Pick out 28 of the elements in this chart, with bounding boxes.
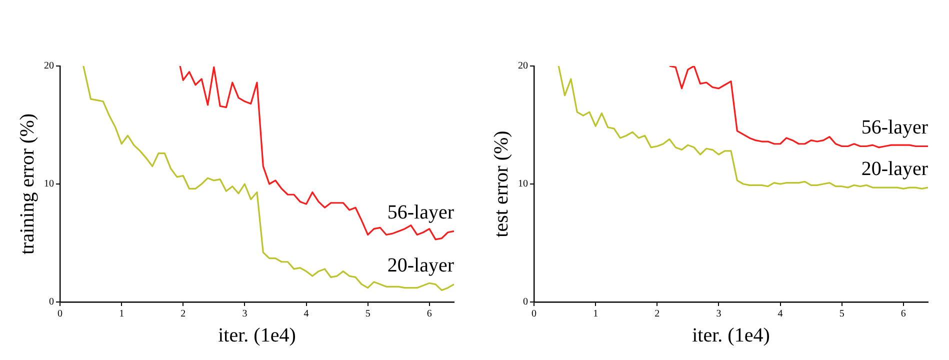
x-tick-label: 6: [900, 308, 906, 320]
x-tick-label: 5: [839, 308, 844, 320]
y-axis-title: test error (%): [490, 130, 512, 238]
y-tick-label: 10: [518, 178, 528, 190]
x-tick-label: 4: [778, 308, 783, 320]
x-tick-label: 2: [180, 308, 186, 320]
y-axis-title: training error (%): [16, 113, 38, 255]
x-tick-label: 4: [304, 308, 309, 320]
y-tick-label: 0: [49, 296, 54, 308]
x-tick-label: 3: [716, 308, 722, 320]
y-tick-label: 10: [44, 178, 54, 190]
x-tick-label: 6: [426, 308, 432, 320]
y-tick-label: 20: [518, 60, 528, 72]
x-axis-title: iter. (1e4): [218, 324, 296, 346]
series-label: 56-layer: [861, 116, 928, 138]
x-tick-label: 2: [654, 308, 660, 320]
x-tick-label: 0: [532, 308, 536, 320]
y-tick-label: 0: [523, 296, 528, 308]
x-tick-label: 5: [365, 308, 370, 320]
x-tick-label: 1: [119, 308, 124, 320]
y-tick-label: 20: [44, 60, 54, 72]
series-label: 20-layer: [387, 254, 454, 277]
x-tick-label: 0: [58, 308, 62, 320]
series-label: 20-layer: [861, 158, 928, 180]
x-tick-label: 1: [593, 308, 598, 320]
x-axis-title: iter. (1e4): [692, 324, 770, 346]
x-tick-label: 3: [242, 308, 248, 320]
series-label: 56-layer: [387, 201, 454, 224]
